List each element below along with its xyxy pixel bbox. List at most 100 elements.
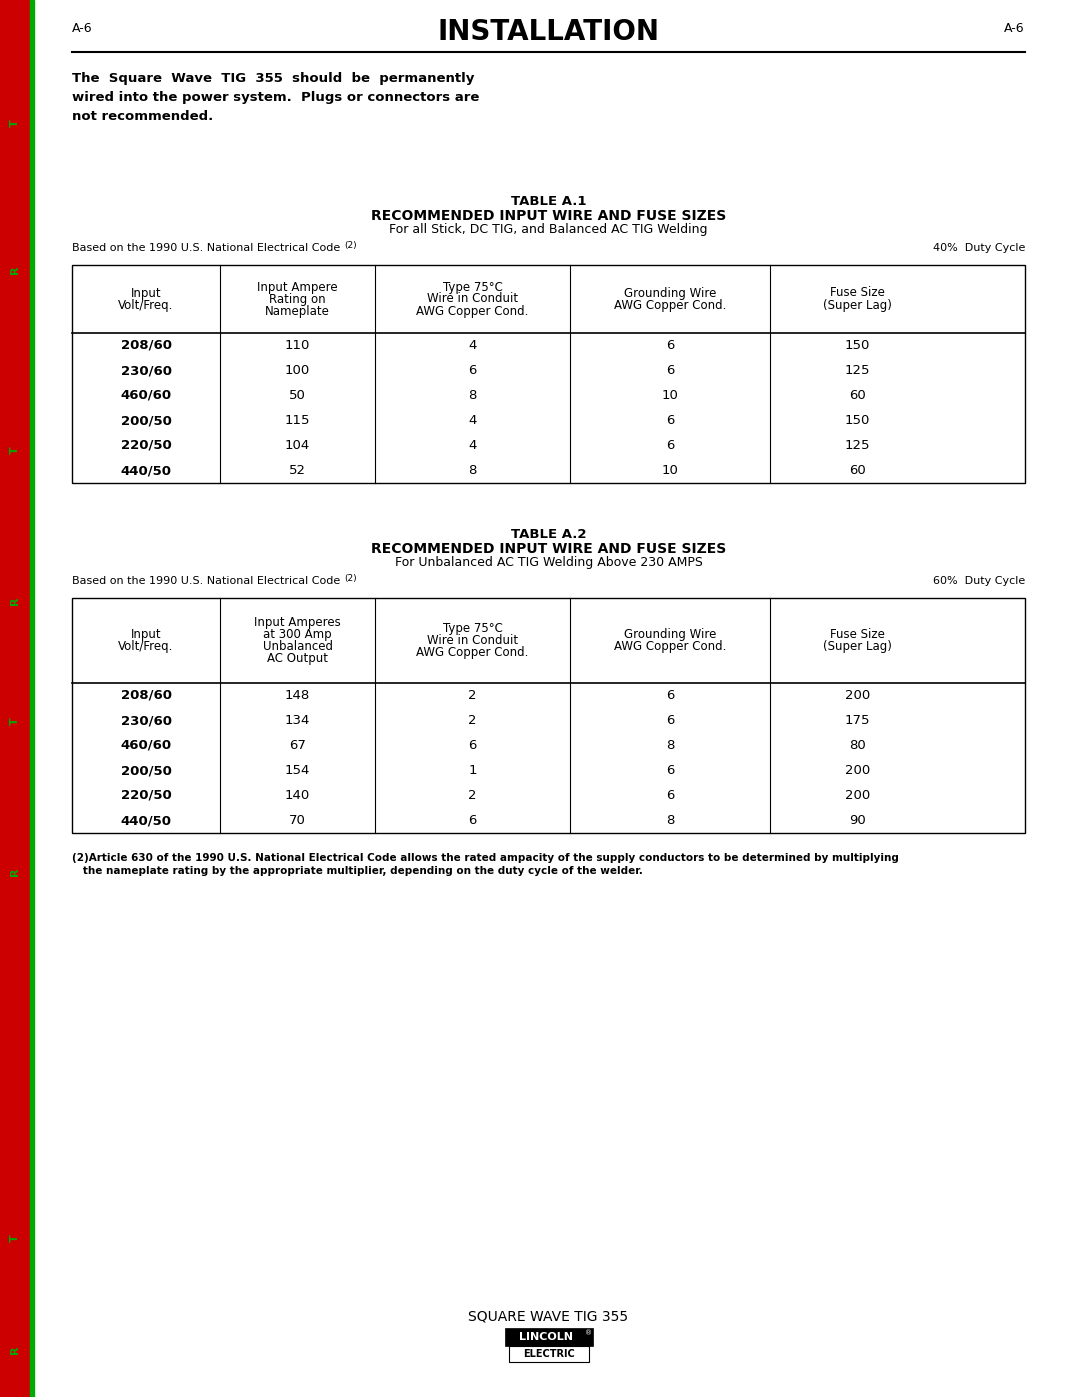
Bar — [504, 1329, 593, 1345]
Text: Grounding Wire: Grounding Wire — [624, 286, 716, 299]
Text: ®: ® — [584, 1330, 592, 1336]
Text: For all Stick, DC TIG, and Balanced AC TIG Welding: For all Stick, DC TIG, and Balanced AC T… — [389, 224, 707, 236]
Text: (2): (2) — [345, 242, 356, 250]
Text: 220/50: 220/50 — [121, 439, 172, 453]
Text: T: T — [10, 110, 21, 119]
Text: TABLE A.2: TABLE A.2 — [511, 528, 586, 541]
Text: 100: 100 — [285, 365, 310, 377]
Text: 6: 6 — [665, 439, 674, 453]
Text: 200/50: 200/50 — [121, 764, 172, 777]
Text: TABLE A.1: TABLE A.1 — [511, 196, 586, 208]
Text: at 300 Amp: at 300 Amp — [264, 629, 332, 641]
Text: 220/50: 220/50 — [121, 789, 172, 802]
Text: 208/60: 208/60 — [121, 689, 172, 703]
Text: 8: 8 — [469, 388, 476, 402]
Text: (Super Lag): (Super Lag) — [823, 640, 892, 652]
Text: Grounding Wire: Grounding Wire — [624, 629, 716, 641]
Text: 52: 52 — [289, 464, 306, 476]
Text: 154: 154 — [285, 764, 310, 777]
Text: 6: 6 — [665, 689, 674, 703]
Text: 140: 140 — [285, 789, 310, 802]
Text: 60: 60 — [849, 388, 866, 402]
Bar — [509, 1345, 589, 1362]
Text: 4: 4 — [469, 339, 476, 352]
Text: 200: 200 — [845, 764, 870, 777]
Text: RECOMMENDED INPUT WIRE AND FUSE SIZES: RECOMMENDED INPUT WIRE AND FUSE SIZES — [370, 210, 726, 224]
Text: 230/60: 230/60 — [121, 714, 172, 726]
Text: AWG Copper Cond.: AWG Copper Cond. — [613, 640, 726, 652]
Text: 8: 8 — [469, 464, 476, 476]
Text: AC Output: AC Output — [267, 652, 328, 665]
Text: 5: 5 — [10, 496, 21, 504]
Text: R: R — [10, 597, 21, 605]
Text: 125: 125 — [845, 439, 870, 453]
Text: The  Square  Wave  TIG  355  should  be  permanently: The Square Wave TIG 355 should be perman… — [72, 73, 474, 85]
Text: 60%  Duty Cycle: 60% Duty Cycle — [933, 576, 1025, 585]
Text: Fuse Size: Fuse Size — [831, 286, 885, 299]
Text: Wire in Conduit: Wire in Conduit — [427, 634, 518, 647]
Text: 200: 200 — [845, 789, 870, 802]
Text: T: T — [10, 446, 21, 454]
Text: Based on the 1990 U.S. National Electrical Code: Based on the 1990 U.S. National Electric… — [72, 243, 340, 253]
Text: AWG Copper Cond.: AWG Copper Cond. — [416, 645, 529, 659]
Text: R: R — [10, 265, 21, 274]
Text: 5: 5 — [10, 1284, 21, 1292]
Text: 150: 150 — [845, 414, 870, 427]
Text: T: T — [10, 119, 21, 127]
Bar — [30, 0, 33, 1397]
Text: 6: 6 — [665, 414, 674, 427]
Text: the nameplate rating by the appropriate multiplier, depending on the duty cycle : the nameplate rating by the appropriate … — [72, 866, 643, 876]
Text: Based on the 1990 U.S. National Electrical Code: Based on the 1990 U.S. National Electric… — [72, 576, 340, 585]
Text: 1: 1 — [469, 764, 476, 777]
Bar — [72, 265, 1025, 483]
Text: R: R — [10, 1345, 21, 1354]
Text: A-6: A-6 — [72, 22, 93, 35]
Text: 5: 5 — [10, 767, 21, 775]
Text: Type 75°C: Type 75°C — [443, 622, 502, 636]
Text: RECOMMENDED INPUT WIRE AND FUSE SIZES: RECOMMENDED INPUT WIRE AND FUSE SIZES — [370, 542, 726, 556]
Text: not recommended.: not recommended. — [72, 110, 213, 123]
Text: T: T — [10, 1225, 21, 1234]
Text: 6: 6 — [469, 739, 476, 752]
Text: 67: 67 — [289, 739, 306, 752]
Text: 2: 2 — [469, 789, 476, 802]
Text: 104: 104 — [285, 439, 310, 453]
Text: wired into the power system.  Plugs or connectors are: wired into the power system. Plugs or co… — [72, 91, 480, 103]
Text: T: T — [10, 708, 21, 717]
Text: (2): (2) — [345, 574, 356, 583]
Text: Type 75°C: Type 75°C — [443, 281, 502, 293]
Text: Input Amperes: Input Amperes — [254, 616, 341, 629]
Text: 70: 70 — [289, 814, 306, 827]
Text: INSTALLATION: INSTALLATION — [437, 18, 660, 46]
Text: Volt/Freq.: Volt/Freq. — [119, 640, 174, 652]
Text: 230/60: 230/60 — [121, 365, 172, 377]
Text: T: T — [10, 717, 21, 725]
Text: 150: 150 — [845, 339, 870, 352]
Text: 134: 134 — [285, 714, 310, 726]
Text: 8: 8 — [665, 739, 674, 752]
Text: 2: 2 — [469, 689, 476, 703]
Text: Nameplate: Nameplate — [265, 305, 329, 317]
Text: 6: 6 — [469, 365, 476, 377]
Text: R: R — [10, 859, 21, 868]
Text: 148: 148 — [285, 689, 310, 703]
Text: 80: 80 — [849, 739, 866, 752]
Text: 6: 6 — [665, 789, 674, 802]
Text: 6: 6 — [665, 365, 674, 377]
Text: AWG Copper Cond.: AWG Copper Cond. — [416, 305, 529, 317]
Text: R: R — [10, 258, 21, 267]
Text: 10: 10 — [662, 464, 678, 476]
Text: 2: 2 — [469, 714, 476, 726]
Text: 6: 6 — [469, 814, 476, 827]
Text: LINCOLN: LINCOLN — [519, 1331, 573, 1343]
Text: 4: 4 — [469, 414, 476, 427]
Text: 175: 175 — [845, 714, 870, 726]
Text: Unbalanced: Unbalanced — [262, 640, 333, 652]
Text: 200/50: 200/50 — [121, 414, 172, 427]
Text: A-6: A-6 — [1004, 22, 1025, 35]
Text: 6: 6 — [665, 339, 674, 352]
Text: R: R — [10, 588, 21, 597]
Text: For Unbalanced AC TIG Welding Above 230 AMPS: For Unbalanced AC TIG Welding Above 230 … — [394, 556, 702, 569]
Text: 6: 6 — [665, 764, 674, 777]
Text: 8: 8 — [665, 814, 674, 827]
